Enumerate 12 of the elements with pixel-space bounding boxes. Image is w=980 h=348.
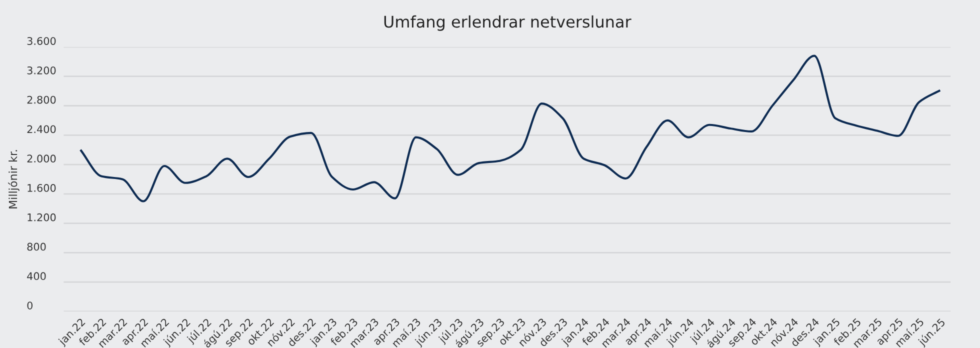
y-tick-label: 3.600 [27,37,56,45]
chart-title: Umfang erlendrar netverslunar [384,15,632,31]
y-tick-label: 3.200 [27,66,56,74]
y-tick-label: 2.000 [27,154,56,163]
y-tick-label: 1.200 [28,213,56,222]
y-tick-label: 2.800 [27,96,56,104]
y-axis-title: Milljónir kr. [8,150,20,208]
y-tick-label: 2.400 [27,125,56,134]
y-tick-label: 0 [27,302,33,310]
y-tick-label: 400 [27,272,46,280]
y-tick-label: 800 [27,242,46,251]
y-tick-label: 1.600 [28,184,56,192]
